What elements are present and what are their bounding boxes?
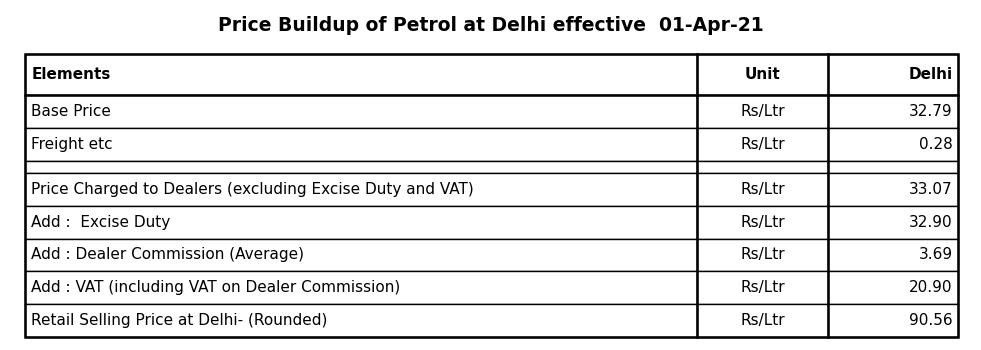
Text: Freight etc: Freight etc (31, 137, 113, 152)
Text: Elements: Elements (31, 67, 111, 82)
Text: Base Price: Base Price (31, 104, 111, 119)
Text: Rs/Ltr: Rs/Ltr (740, 247, 785, 262)
Text: Rs/Ltr: Rs/Ltr (740, 137, 785, 152)
Text: Price Buildup of Petrol at Delhi effective  01-Apr-21: Price Buildup of Petrol at Delhi effecti… (218, 16, 763, 35)
Text: 33.07: 33.07 (909, 182, 953, 197)
Text: 3.69: 3.69 (918, 247, 953, 262)
Text: 32.90: 32.90 (909, 215, 953, 230)
Text: Add : Dealer Commission (Average): Add : Dealer Commission (Average) (31, 247, 304, 262)
Text: Rs/Ltr: Rs/Ltr (740, 215, 785, 230)
Text: 32.79: 32.79 (909, 104, 953, 119)
Text: 20.90: 20.90 (909, 280, 953, 295)
Text: Price Charged to Dealers (excluding Excise Duty and VAT): Price Charged to Dealers (excluding Exci… (31, 182, 474, 197)
Text: Delhi: Delhi (908, 67, 953, 82)
Text: Rs/Ltr: Rs/Ltr (740, 280, 785, 295)
Text: Add :  Excise Duty: Add : Excise Duty (31, 215, 171, 230)
Text: Add : VAT (including VAT on Dealer Commission): Add : VAT (including VAT on Dealer Commi… (31, 280, 400, 295)
Text: Rs/Ltr: Rs/Ltr (740, 104, 785, 119)
Text: Unit: Unit (745, 67, 780, 82)
Text: Rs/Ltr: Rs/Ltr (740, 182, 785, 197)
Text: 0.28: 0.28 (919, 137, 953, 152)
Text: 90.56: 90.56 (909, 313, 953, 328)
Text: Rs/Ltr: Rs/Ltr (740, 313, 785, 328)
Text: Retail Selling Price at Delhi- (Rounded): Retail Selling Price at Delhi- (Rounded) (31, 313, 328, 328)
